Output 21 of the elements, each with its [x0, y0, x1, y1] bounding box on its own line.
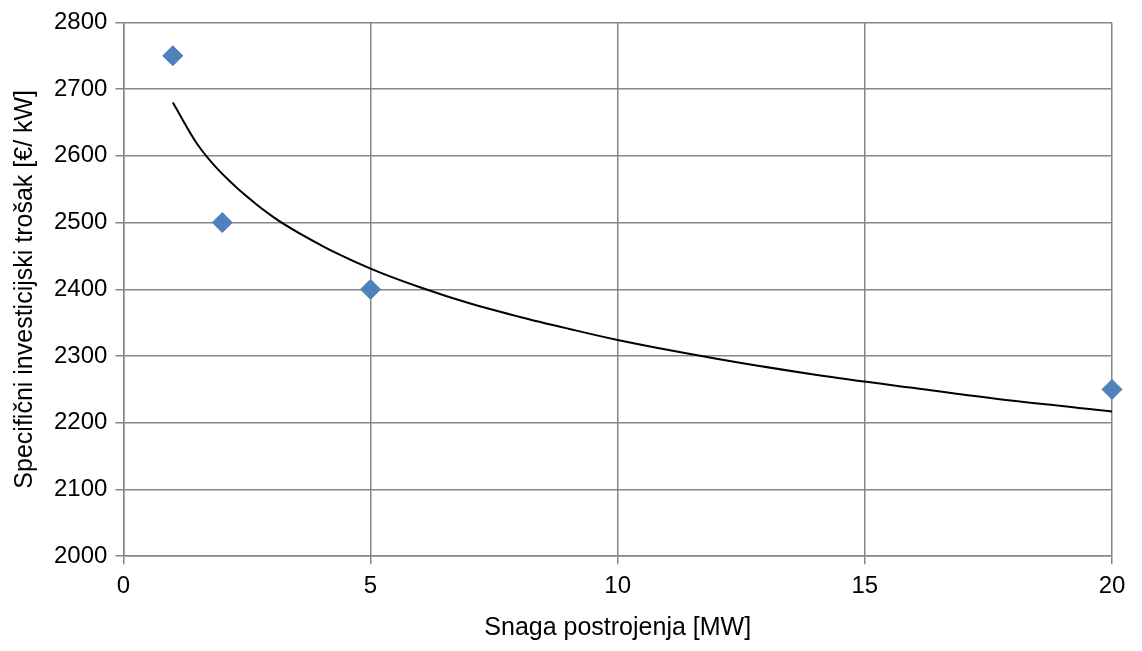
y-tick-label: 2600	[54, 140, 108, 168]
point	[162, 45, 184, 67]
line-series	[171, 101, 1113, 413]
point	[360, 278, 382, 300]
x-tick-label: 0	[116, 571, 131, 599]
point	[1101, 378, 1123, 400]
y-tick-label: 2200	[54, 407, 108, 435]
y-tick-label: 2300	[54, 340, 108, 368]
y-tick-label: 2800	[54, 7, 108, 35]
y-tick-label: 2500	[54, 207, 108, 235]
y-tick-label: 2700	[54, 73, 108, 101]
point	[211, 212, 233, 234]
x-tick-label: 20	[1098, 571, 1126, 599]
x-tick-label: 10	[604, 571, 632, 599]
y-tick-label: 2400	[54, 273, 108, 301]
x-axis-title: Snaga postrojenja [MW]	[484, 611, 752, 640]
x-tick-label: 5	[363, 571, 378, 599]
y-axis-title: Specifični investicijski trošak [€/ kW]	[8, 89, 37, 489]
x-tick-label: 15	[851, 571, 879, 599]
y-tick-label: 2000	[54, 540, 108, 568]
y-tick-label: 2100	[54, 474, 108, 502]
